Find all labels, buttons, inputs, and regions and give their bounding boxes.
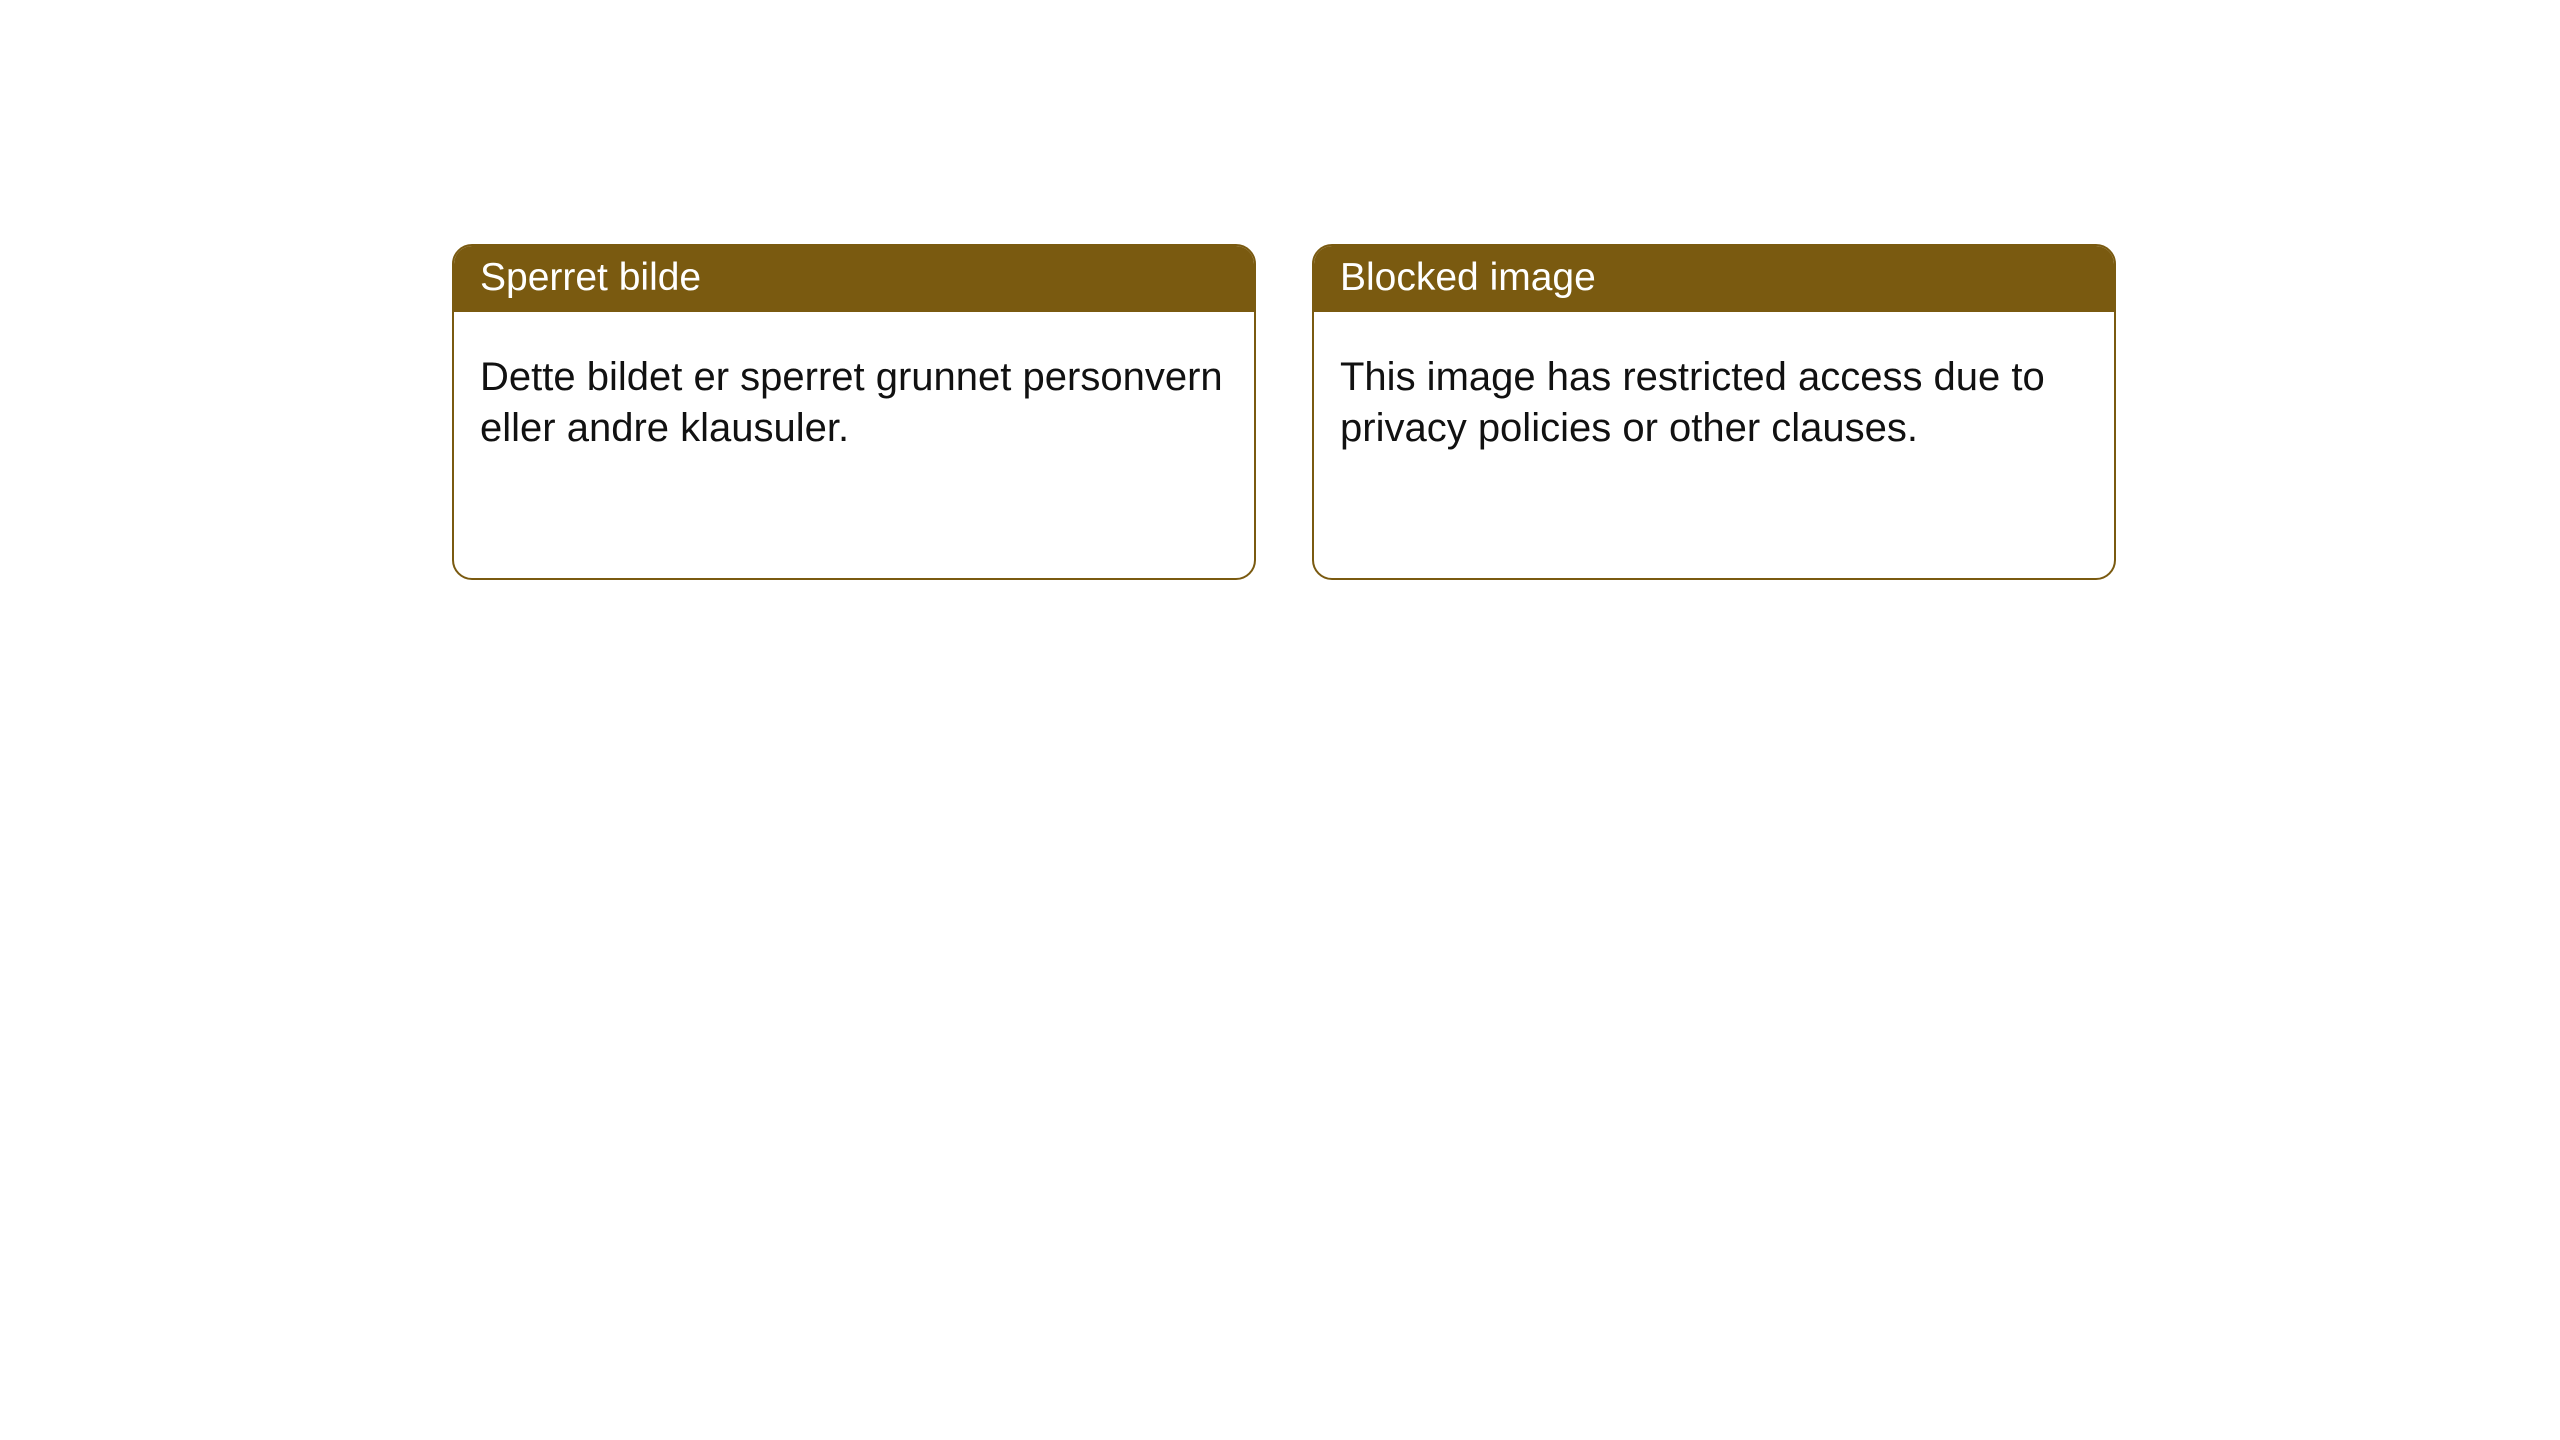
notice-card-title: Blocked image <box>1314 246 2114 312</box>
notice-card-body: Dette bildet er sperret grunnet personve… <box>454 312 1254 480</box>
notice-cards-row: Sperret bilde Dette bildet er sperret gr… <box>0 0 2560 580</box>
notice-card-english: Blocked image This image has restricted … <box>1312 244 2116 580</box>
notice-card-title: Sperret bilde <box>454 246 1254 312</box>
notice-card-norwegian: Sperret bilde Dette bildet er sperret gr… <box>452 244 1256 580</box>
notice-card-body: This image has restricted access due to … <box>1314 312 2114 480</box>
